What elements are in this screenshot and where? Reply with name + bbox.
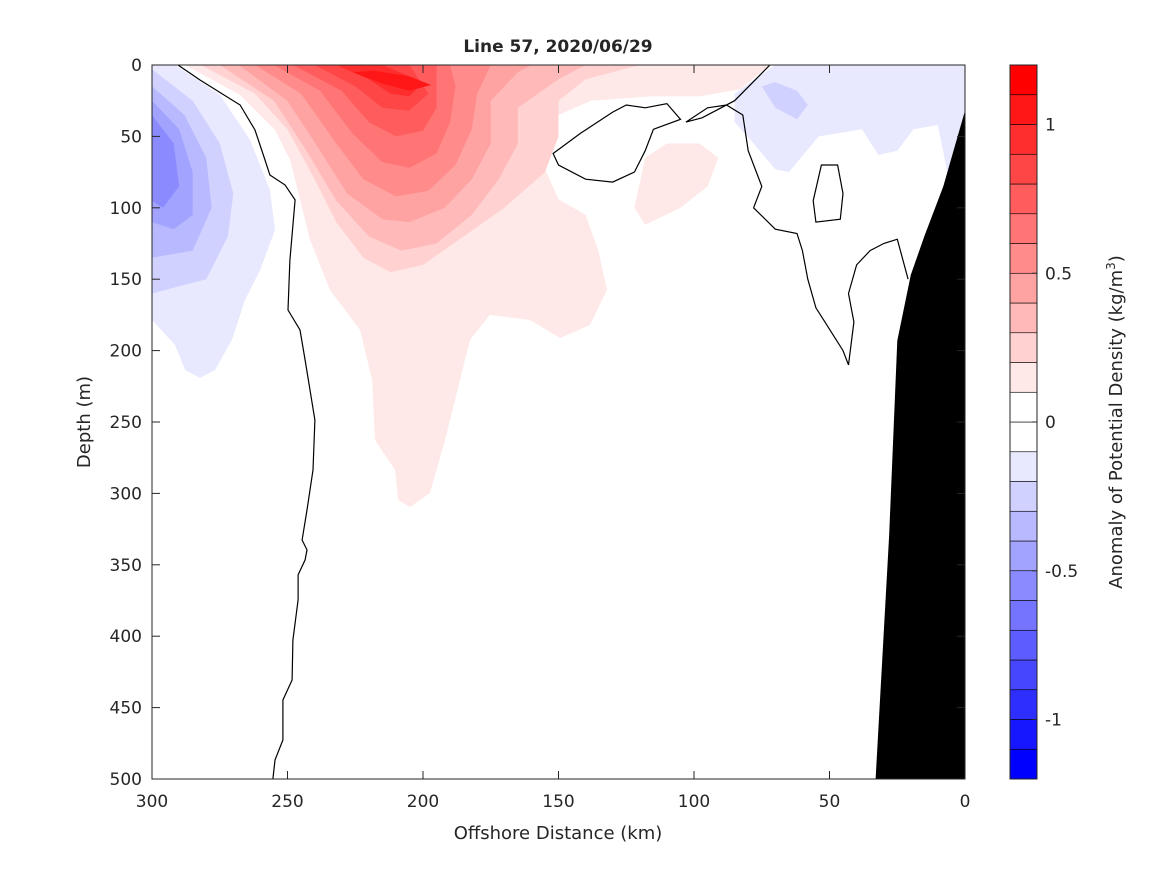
y-tick-label: 150 [110, 270, 142, 290]
plot-area [151, 64, 966, 780]
x-tick-label: 300 [136, 792, 168, 812]
x-tick-label: 50 [819, 792, 841, 812]
colorbar-label: Anomaly of Potential Density (kg/m3) [1104, 255, 1127, 589]
x-tick-label: 250 [271, 792, 303, 812]
plot-background [152, 65, 965, 779]
contour-fill-1 [352, 70, 432, 91]
contour-fill-0.1 [634, 143, 719, 225]
y-tick-label: 500 [110, 770, 142, 790]
y-tick-label: 0 [131, 56, 142, 76]
zero-contour-line [685, 64, 909, 366]
contour-fill--0.2 [761, 82, 808, 120]
colorbar-label-close: ) [1106, 255, 1127, 262]
y-tick-label: 450 [110, 699, 142, 719]
colorbar-tick-label: 1 [1045, 116, 1056, 136]
y-tick-label: 100 [110, 199, 142, 219]
colorbar-band [1009, 421, 1038, 453]
colorbar-band [1009, 719, 1038, 750]
colorbar-band [1009, 748, 1038, 780]
y-axis: 0 50 100 150 200 250 300 350 400 450 500 [110, 56, 965, 790]
colorbar-band [1009, 362, 1038, 393]
colorbar-band [1009, 391, 1038, 423]
colorbar-tick-label: -1 [1045, 711, 1062, 731]
colorbar-band [1009, 213, 1038, 244]
colorbar-band [1009, 272, 1038, 304]
colorbar-band [1009, 183, 1038, 215]
colorbar-band [1009, 570, 1038, 601]
y-axis-label: Depth (m) [74, 376, 95, 468]
zero-contour-line [177, 64, 316, 780]
y-tick-label: 400 [110, 627, 142, 647]
x-tick-label: 100 [678, 792, 710, 812]
colorbar-band [1009, 94, 1038, 125]
colorbar: 1 0.5 0 -0.5 -1 [1009, 64, 1078, 780]
colorbar-band [1009, 124, 1038, 155]
colorbar-tick-label: -0.5 [1045, 562, 1078, 582]
colorbar-label-superscript: 3 [1104, 262, 1118, 270]
y-tick-label: 300 [110, 484, 142, 504]
zero-contour-line [812, 164, 844, 223]
colorbar-band [1009, 153, 1038, 185]
colorbar-label-text: Anomaly of Potential Density (kg/m [1106, 270, 1127, 589]
x-tick-label: 200 [407, 792, 439, 812]
colorbar-band [1009, 64, 1038, 96]
colorbar-band [1009, 332, 1038, 363]
colorbar-band [1009, 451, 1038, 482]
contour-fill--0.5 [152, 115, 180, 208]
colorbar-tick-label: 0.5 [1045, 264, 1072, 284]
colorbar-band [1009, 540, 1038, 572]
colorbar-band [1009, 600, 1038, 631]
colorbar-band [1009, 481, 1038, 512]
y-tick-label: 50 [120, 127, 142, 147]
x-axis-label: Offshore Distance (km) [454, 823, 663, 844]
bathymetry-seafloor [875, 110, 965, 779]
colorbar-band [1009, 629, 1038, 661]
colorbar-tick-label: 0 [1045, 413, 1056, 433]
colorbar-band [1009, 510, 1038, 542]
colorbar-band [1009, 243, 1038, 274]
zero-contour-line [552, 102, 682, 183]
x-tick-label: 150 [542, 792, 574, 812]
y-tick-label: 350 [110, 556, 142, 576]
x-tick-label: 0 [960, 792, 971, 812]
chart-title: Line 57, 2020/06/29 [463, 37, 652, 57]
colorbar-band [1009, 689, 1038, 720]
x-axis: 300 250 200 150 100 50 0 [136, 65, 971, 812]
colorbar-band [1009, 302, 1038, 334]
y-tick-label: 200 [110, 342, 142, 362]
y-tick-label: 250 [110, 413, 142, 433]
colorbar-band [1009, 659, 1038, 691]
